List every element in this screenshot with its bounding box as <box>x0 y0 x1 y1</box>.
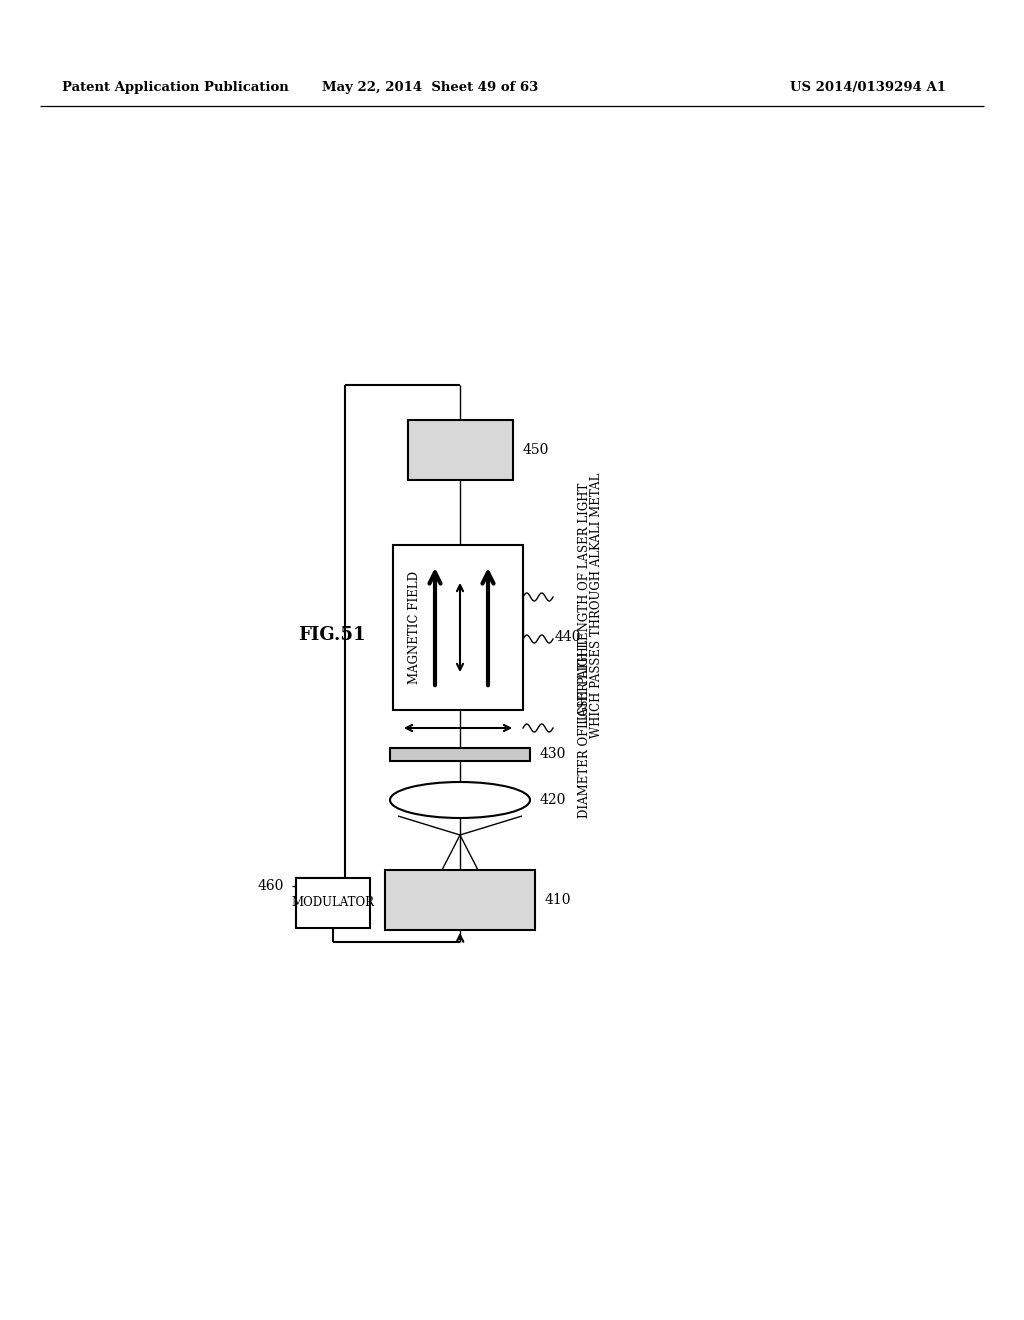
Bar <box>296 878 370 928</box>
Text: 460: 460 <box>258 879 284 894</box>
Text: Patent Application Publication: Patent Application Publication <box>62 82 289 95</box>
Text: 410: 410 <box>545 894 571 907</box>
Bar <box>408 420 513 480</box>
Text: MAGNETIC FIELD: MAGNETIC FIELD <box>409 570 422 684</box>
Text: 430: 430 <box>540 747 566 762</box>
Text: DIAMETER OF LASER LIGHT: DIAMETER OF LASER LIGHT <box>578 638 591 818</box>
Text: US 2014/0139294 A1: US 2014/0139294 A1 <box>790 82 946 95</box>
Text: FIG.51: FIG.51 <box>298 626 366 644</box>
Text: LIGHT PATH LENGTH OF LASER LIGHT: LIGHT PATH LENGTH OF LASER LIGHT <box>578 482 591 727</box>
Text: WHICH PASSES THROUGH ALKALI METAL: WHICH PASSES THROUGH ALKALI METAL <box>590 473 603 738</box>
Bar <box>393 545 523 710</box>
Ellipse shape <box>390 781 530 818</box>
Text: 440: 440 <box>555 630 582 644</box>
Text: 450: 450 <box>523 444 549 457</box>
Bar <box>385 870 535 931</box>
Text: MODULATOR: MODULATOR <box>292 896 375 909</box>
Text: 420: 420 <box>540 793 566 807</box>
Text: May 22, 2014  Sheet 49 of 63: May 22, 2014 Sheet 49 of 63 <box>322 82 539 95</box>
Bar <box>390 748 530 762</box>
